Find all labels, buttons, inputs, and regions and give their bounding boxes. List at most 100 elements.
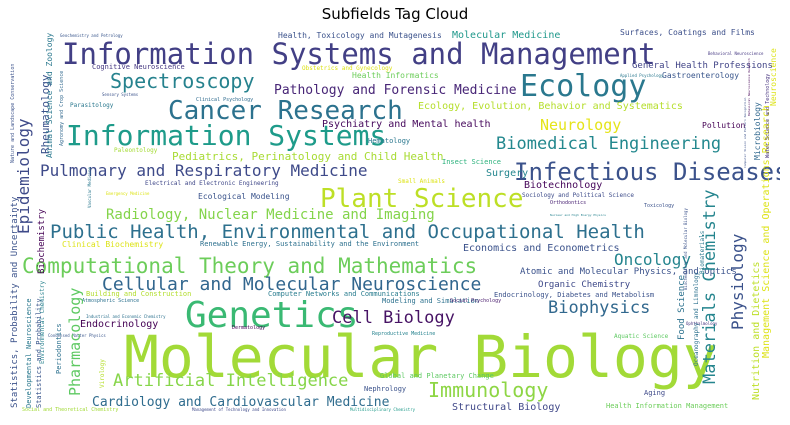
word: Atmospheric Science bbox=[82, 298, 140, 304]
word: Virology bbox=[99, 359, 106, 388]
word: Nuclear and High Energy Physics bbox=[550, 213, 606, 217]
word: Sensory Systems bbox=[102, 92, 139, 97]
word: Radiology, Nuclear Medicine and Imaging bbox=[106, 207, 435, 223]
word: Pollution bbox=[702, 121, 746, 130]
word: Small Animals bbox=[398, 178, 445, 185]
word: Surgery bbox=[486, 168, 529, 179]
word: Plant Science bbox=[320, 184, 524, 214]
word: Biomedical Engineering bbox=[496, 134, 722, 154]
word: Cancer Research bbox=[168, 96, 403, 126]
word: Biophysics bbox=[548, 298, 651, 318]
word: Toxicology bbox=[644, 203, 675, 209]
word: Reproductive Medicine bbox=[372, 331, 436, 337]
word: Parasitology bbox=[70, 102, 114, 109]
word: Aquatic Science bbox=[614, 333, 669, 340]
word: Hematology bbox=[368, 137, 411, 145]
word: Oceanography and Limnology bbox=[693, 272, 700, 366]
word: Gastroenterology bbox=[662, 71, 740, 80]
word: Ecological Modeling bbox=[198, 192, 290, 201]
word: Oncology bbox=[614, 250, 692, 269]
word: Pathology and Forensic Medicine bbox=[274, 83, 517, 98]
word: Biomaterials bbox=[699, 230, 706, 274]
word: Psychiatry and Mental health bbox=[322, 119, 491, 130]
word: Molecular Medicine bbox=[452, 30, 561, 41]
word: Statistics, Probability and Uncertainty bbox=[10, 196, 20, 408]
word: Aging bbox=[644, 389, 666, 397]
word: Emergency Medicine bbox=[106, 191, 150, 196]
word: Neuroscience bbox=[769, 48, 778, 106]
word: Endocrinology, Diabetes and Metabolism bbox=[494, 291, 655, 299]
word: Genetics bbox=[185, 295, 359, 336]
word-cloud: Molecular Biology Information Systems an… bbox=[10, 28, 780, 415]
word: Ecology, Evolution, Behavior and Systema… bbox=[418, 101, 683, 112]
word: Physiology bbox=[728, 233, 747, 330]
word: Modeling and Simulation bbox=[382, 297, 479, 305]
word: Renewable Energy, Sustainability and the… bbox=[200, 240, 420, 248]
word: Biotechnology bbox=[524, 180, 603, 191]
word: Geochemistry and Petrology bbox=[60, 33, 123, 38]
word: Developmental Neuroscience bbox=[25, 298, 33, 408]
word: Pulmonary and Respiratory Medicine bbox=[40, 161, 368, 180]
word: Clinical Biochemistry bbox=[62, 240, 164, 249]
word: Cell Biology bbox=[332, 308, 455, 328]
word: Health Informatics bbox=[352, 71, 439, 80]
word: Clinical Psychology bbox=[196, 97, 254, 103]
word: Building and Construction bbox=[86, 290, 192, 298]
word: General Health Professions bbox=[632, 61, 773, 71]
word: Pediatrics, Perinatology and Child Healt… bbox=[172, 150, 444, 163]
word: Industrial and Economic Chemistry bbox=[86, 314, 166, 319]
word: Agronomy and Crop Science bbox=[59, 70, 65, 146]
word: Paleontology bbox=[114, 147, 158, 154]
word: Insect Science bbox=[442, 158, 502, 166]
word: Ophthalmology bbox=[686, 321, 718, 326]
word: Ecology bbox=[520, 69, 647, 104]
word: Artificial Intelligence bbox=[113, 371, 349, 391]
word: Environmental Chemistry bbox=[39, 280, 46, 364]
word: Multidisciplinary Chemistry bbox=[350, 407, 416, 412]
word: Public Health, Environmental and Occupat… bbox=[50, 221, 645, 243]
word: Health, Toxicology and Mutagenesis bbox=[278, 31, 442, 40]
word: Condensed Matter Physics bbox=[48, 333, 106, 338]
word: Infectious Diseases bbox=[514, 158, 780, 186]
word: Materials Chemistry bbox=[700, 189, 720, 384]
word: Neurology bbox=[540, 116, 622, 134]
word: Biochemistry bbox=[37, 208, 47, 274]
word: Immunology bbox=[428, 378, 549, 402]
word: Information Systems and Management bbox=[62, 37, 656, 71]
word: Molecular Biology bbox=[124, 323, 718, 391]
word: Obstetrics and Gynecology bbox=[302, 65, 393, 72]
word: Dermatology bbox=[232, 325, 266, 331]
word: Applied Psychology bbox=[620, 73, 664, 78]
word: Microbiology bbox=[753, 102, 762, 160]
word: Economics and Econometrics bbox=[463, 243, 620, 254]
word: Periodontics bbox=[55, 323, 63, 374]
word: Surfaces, Coatings and Films bbox=[620, 28, 755, 37]
word: Global and Planetary Change bbox=[380, 372, 494, 380]
word: Vascular Medicine bbox=[87, 167, 92, 208]
word: Spectroscopy bbox=[110, 69, 255, 93]
word: Health Information Management bbox=[606, 402, 729, 410]
word: Nephrology bbox=[364, 385, 407, 393]
word: Management of Technology and Innovation bbox=[192, 407, 286, 412]
word: Computational Theory and Mathematics bbox=[22, 254, 478, 278]
word: Behavioral Neuroscience bbox=[708, 51, 764, 56]
word: Biochemistry and Molecular Biology bbox=[683, 208, 688, 290]
word: Electrical and Electronic Engineering bbox=[145, 180, 279, 187]
word: Atomic and Molecular Physics, and Optics bbox=[520, 267, 737, 277]
word: Cognitive Neuroscience bbox=[92, 63, 185, 71]
word: Cellular and Molecular Neuroscience bbox=[102, 274, 482, 295]
word: Organic Chemistry bbox=[538, 280, 631, 290]
word: Orthodontics bbox=[550, 200, 587, 206]
word: Pharmacology bbox=[66, 287, 84, 396]
word: Structural Biology bbox=[452, 402, 561, 413]
word: Animal Science and Zoology bbox=[45, 32, 54, 158]
word: Behavioral Neuroscience Research bbox=[747, 58, 751, 116]
word: Endocrinology bbox=[80, 319, 159, 330]
word: Social Psychology bbox=[450, 298, 502, 304]
chart-title: Subfields Tag Cloud bbox=[321, 5, 469, 23]
word: Cardiology and Cardiovascular Medicine bbox=[92, 395, 390, 410]
word: Information Systems bbox=[66, 119, 387, 152]
word: Nature and Landscape Conservation bbox=[10, 63, 16, 163]
word: Social and Theoretical Chemistry bbox=[22, 407, 119, 413]
word: Sociology and Political Science bbox=[522, 192, 634, 199]
